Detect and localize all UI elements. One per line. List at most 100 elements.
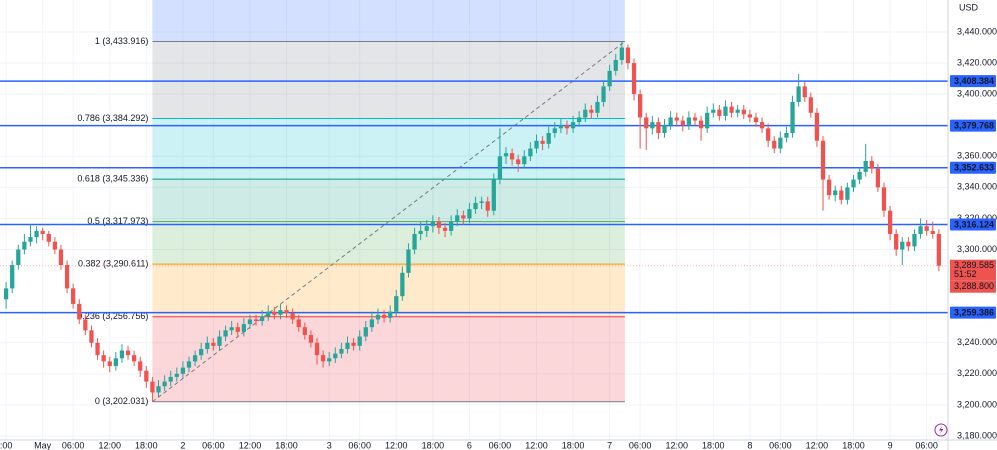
price-label: 3,316.124 [954, 219, 994, 229]
x-tick-label: 18:00 [562, 440, 585, 450]
fib-level-label: 0.786 (3,384.292) [77, 113, 148, 123]
candle-body [455, 215, 460, 222]
candle-body [570, 122, 576, 129]
candle-body [564, 125, 570, 129]
candle-body [723, 106, 728, 116]
fib-level-label: 0.236 (3,256.756) [77, 311, 148, 321]
y-tick-label: 3,400.000 [957, 89, 997, 99]
x-tick-label: 18:00 [422, 440, 445, 450]
candle-body [625, 47, 631, 64]
x-tick-label: 06:00 [629, 440, 652, 450]
x-tick-label: 6 [467, 440, 472, 450]
candle-body [28, 237, 33, 242]
candle-body [77, 303, 82, 320]
candle-body [589, 109, 594, 113]
candle-body [296, 319, 301, 328]
candle-body [833, 190, 838, 196]
candle-body [125, 350, 131, 356]
candle-body [735, 109, 740, 113]
candle-body [644, 117, 649, 129]
candle-body [839, 190, 844, 200]
candle-body [522, 156, 527, 165]
candle-body [424, 226, 429, 231]
candle-body [71, 288, 76, 304]
fib-zone [152, 179, 625, 222]
price-label: 3,408.384 [954, 76, 994, 86]
candle-body [637, 94, 643, 118]
candle-body [235, 327, 240, 332]
fib-level-label: 0.382 (3,290.611) [78, 258, 148, 268]
fib-zone [152, 316, 625, 402]
y-tick-label: 3,340.000 [957, 182, 997, 192]
candle-body [747, 114, 752, 118]
candle-body [357, 336, 362, 346]
candle-body [546, 132, 551, 144]
candle-body [698, 120, 704, 129]
x-tick-label: 06:00 [202, 440, 225, 450]
candle-body [34, 230, 39, 238]
candle-body [369, 319, 375, 328]
x-tick-label: 06:00 [489, 440, 512, 450]
candle-body [101, 355, 106, 362]
candle-body [241, 324, 246, 332]
y-tick-label: 3,200.000 [957, 399, 997, 409]
candle-body [211, 342, 216, 346]
candle-body [577, 117, 582, 123]
x-tick-label: 06:00 [348, 440, 371, 450]
candle-body [607, 70, 612, 87]
candle-body [442, 227, 448, 231]
x-tick-label: 06:00 [769, 440, 792, 450]
candle-body [449, 221, 454, 231]
price-label-box [950, 161, 996, 174]
candle-body [595, 101, 600, 113]
countdown-label: 51:52 [954, 269, 977, 279]
candle-body [131, 355, 137, 362]
x-tick-label: :00 [0, 440, 12, 450]
candle-body [857, 171, 862, 180]
candle-body [290, 313, 295, 320]
candle-body [107, 361, 112, 367]
candle-body [528, 148, 533, 157]
candle-body [381, 314, 387, 318]
candle-body [881, 187, 887, 211]
candle-body [119, 350, 125, 359]
candle-body [174, 373, 179, 377]
candle-body [351, 342, 356, 346]
x-tick-label: 18:00 [275, 440, 298, 450]
candle-body [394, 296, 399, 312]
candle-body [863, 160, 868, 172]
last-price-label: 3,289.585 [954, 260, 994, 270]
candle-body [473, 202, 478, 210]
candle-body [327, 358, 332, 362]
candle-body [906, 241, 911, 247]
candle-body [156, 386, 161, 393]
candle-body [229, 327, 234, 331]
price-label: 3,379.768 [954, 120, 994, 130]
lightning-icon [939, 426, 944, 434]
candle-body [552, 128, 557, 133]
candle-body [375, 314, 381, 320]
fib-trend-line [152, 41, 626, 403]
candle-body [320, 355, 326, 362]
x-tick-label: 18:00 [702, 440, 725, 450]
y-tick-label: 3,320.000 [957, 213, 997, 223]
candle-body [759, 122, 765, 129]
candle-body [333, 353, 338, 359]
candle-body [400, 272, 405, 297]
candle-body [64, 265, 70, 289]
x-tick-label: 2 [180, 440, 185, 450]
candle-body [894, 233, 899, 250]
candle-body [89, 330, 94, 343]
candle-body [497, 156, 503, 180]
fib-zone [152, 221, 625, 265]
candle-body [95, 342, 100, 356]
candle-body [186, 361, 192, 368]
candle-body [869, 160, 874, 169]
candle-body [613, 59, 618, 71]
x-tick-label: 18:00 [842, 440, 865, 450]
candle-body [753, 117, 759, 123]
candle-body [217, 336, 222, 346]
candle-body [766, 128, 771, 141]
candle-body [436, 221, 442, 228]
candle-body [936, 233, 941, 266]
